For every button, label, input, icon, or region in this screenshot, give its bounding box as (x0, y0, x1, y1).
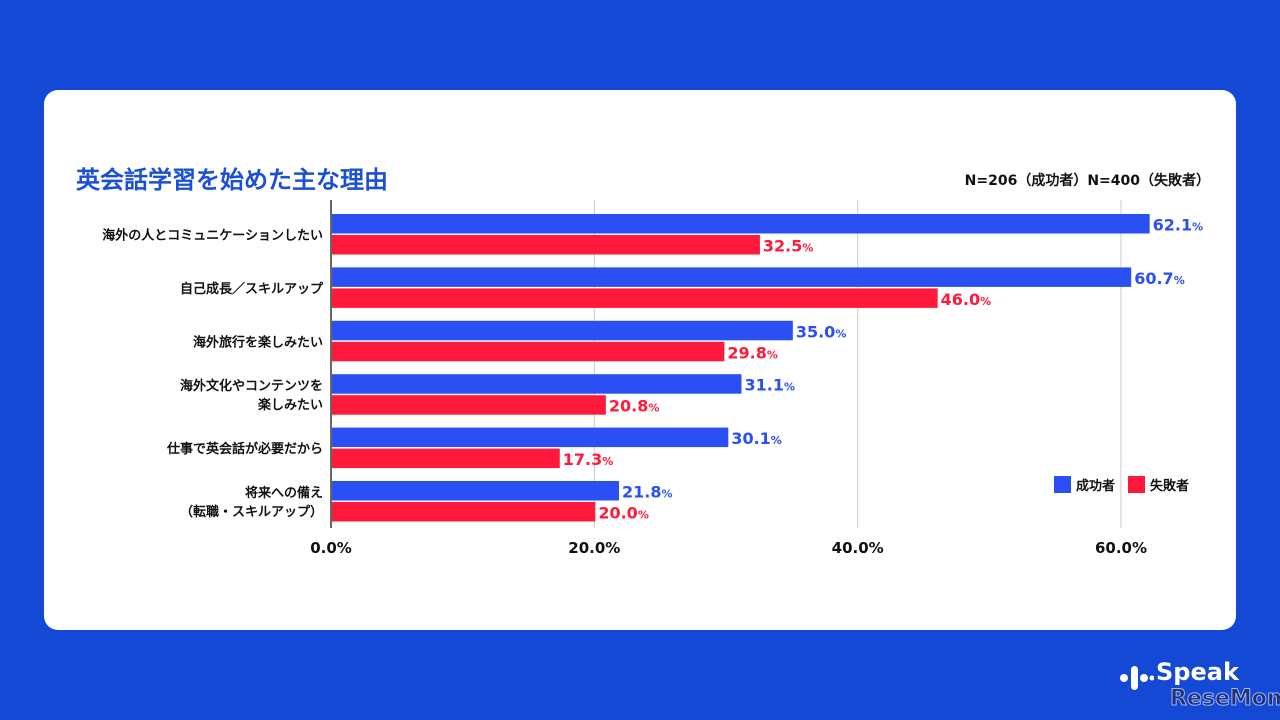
bar-failure (332, 395, 606, 415)
category-label: 海外旅行を楽しみたい (193, 334, 323, 350)
bar-success (332, 320, 793, 341)
category-label: 楽しみたい (257, 397, 323, 413)
data-label: 20.0% (598, 504, 649, 523)
x-tick-label: 0.0% (310, 539, 352, 557)
bar-failure (332, 235, 760, 255)
data-label: 32.5% (763, 237, 814, 256)
category-label: 将来への備え (245, 485, 323, 501)
bar-success (332, 481, 620, 501)
resemom-logo-text: ReseMom (1170, 686, 1280, 712)
chart-title: 英会話学習を始めた主な理由 (76, 166, 388, 194)
x-tick-label: 20.0% (568, 539, 620, 557)
data-label: 31.1% (744, 376, 795, 395)
sample-size-note: N=206（成功者）N=400（失敗者） (964, 173, 1210, 189)
bar-failure (332, 341, 725, 362)
bar-success (332, 427, 729, 448)
legend-label: 失敗者 (1150, 478, 1189, 494)
data-label: 62.1% (1153, 216, 1204, 235)
data-label: 29.8% (727, 343, 778, 362)
legend-swatch (1128, 476, 1145, 493)
bar-failure (332, 448, 560, 469)
data-label: 60.7% (1134, 269, 1185, 288)
bar-success (332, 214, 1150, 234)
data-label: 46.0% (941, 290, 992, 309)
data-label: 30.1% (731, 429, 782, 448)
category-label: 自己成長／スキルアップ (180, 281, 324, 297)
legend-swatch (1054, 476, 1071, 493)
category-label: （転職・スキルアップ） (180, 504, 323, 520)
bar-failure (332, 288, 938, 308)
category-label: 海外の人とコミュニケーションしたい (102, 228, 323, 244)
bar-failure (332, 502, 596, 522)
bar-success (332, 267, 1132, 287)
legend-label: 成功者 (1076, 478, 1115, 494)
bar-success (332, 374, 742, 394)
x-tick-label: 60.0% (1095, 539, 1147, 557)
data-label: 17.3% (563, 450, 614, 469)
data-label: 21.8% (622, 483, 673, 502)
x-tick-label: 40.0% (832, 539, 884, 557)
data-label: 35.0% (796, 322, 847, 341)
speak-logo-icon (1120, 666, 1154, 690)
category-label: 仕事で英会話が必要だから (166, 441, 323, 457)
data-label: 20.8% (609, 397, 660, 416)
category-label: 海外文化やコンテンツを (180, 378, 323, 394)
speak-logo-text: Speak (1156, 658, 1239, 686)
